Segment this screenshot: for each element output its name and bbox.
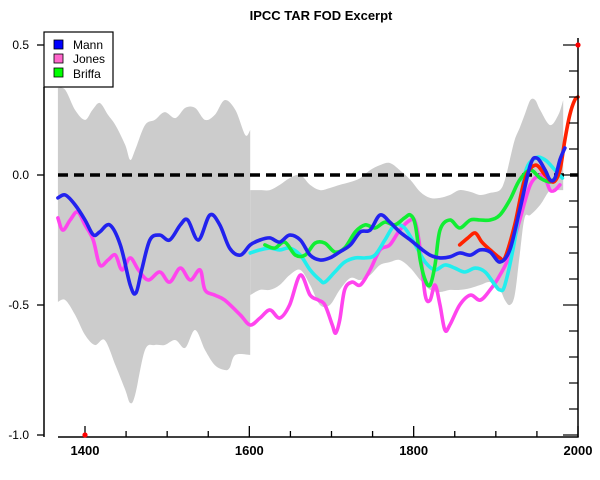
x-tick-label: 2000 [564,443,593,458]
x-tick-label: 1400 [71,443,100,458]
legend-item-mann: Mann [53,38,103,52]
legend-label-jones: Jones [73,52,105,66]
chart-title: IPCC TAR FOD Excerpt [250,8,393,23]
x-tick-label: 1800 [399,443,428,458]
red-marker-dot [575,42,581,48]
legend-item-jones: Jones [53,52,105,66]
y-tick-label: -0.5 [8,298,29,312]
x-tick-label: 1600 [235,443,264,458]
markers [82,42,581,438]
series-group [56,95,580,335]
axes: 0.5 0.0 -0.5 -1.0 1400 1600 1800 2000 [8,38,592,458]
legend-label-briffa: Briffa [73,67,101,81]
y-tick-label: -1.0 [8,428,29,442]
red-marker-dot [82,432,88,438]
legend-swatch-mann [53,39,64,50]
y-tick-label: 0.0 [12,168,29,182]
series-line-cyan-unlabeled [248,155,565,293]
legend-item-briffa: Briffa [53,67,101,81]
series-line-briffa [263,168,557,288]
uncertainty-band-segment-1 [57,87,251,404]
legend: Mann Jones Briffa [43,31,114,88]
legend-swatch-jones [53,53,64,64]
legend-swatch-briffa [53,67,64,78]
uncertainty-band [57,87,564,404]
series-line-mann [56,146,567,296]
series-line-jones [56,172,562,335]
uncertainty-band-segment-2 [250,98,564,308]
legend-label-mann: Mann [73,38,103,52]
series-line-red-instrumental [457,95,580,263]
y-tick-label: 0.5 [12,38,29,52]
